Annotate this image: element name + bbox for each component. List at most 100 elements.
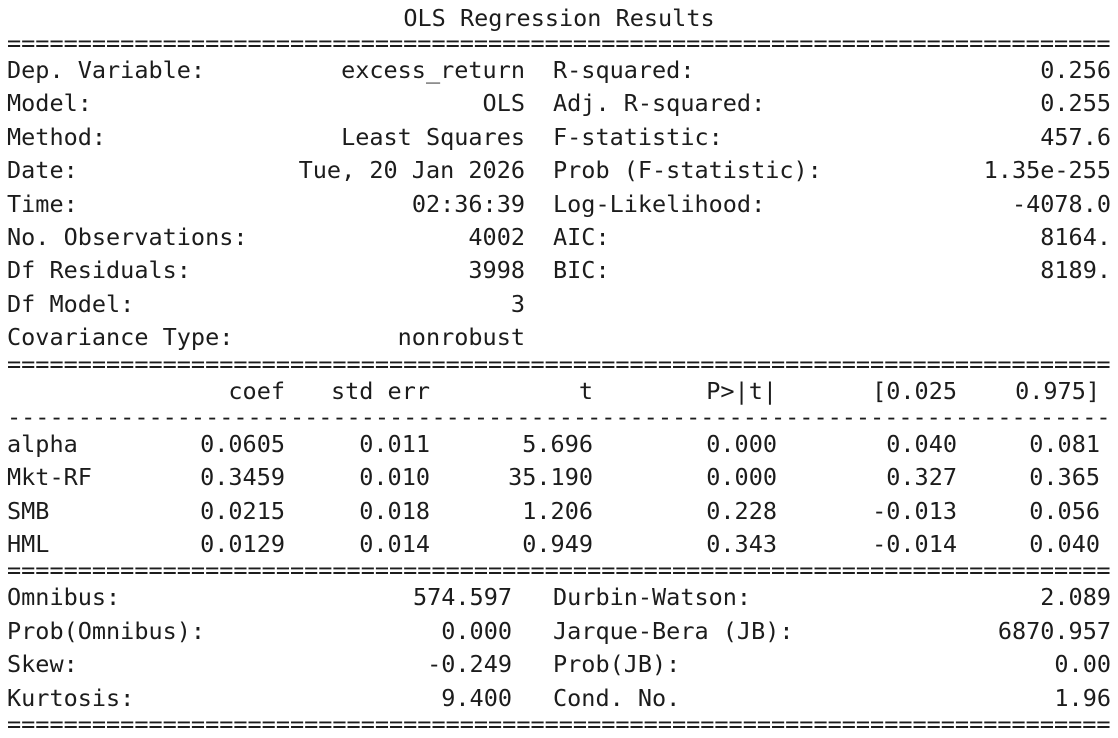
field-label: Df Model: bbox=[7, 289, 135, 318]
column-header-coef: coef bbox=[228, 376, 285, 405]
column-header-ci-high: 0.975] bbox=[1015, 376, 1100, 405]
field-label: Prob(JB): bbox=[553, 650, 681, 679]
field-label: Adj. R-squared: bbox=[553, 89, 766, 118]
field-value: Tue, 20 Jan 2026 bbox=[298, 156, 525, 185]
p-cell: 0.000 bbox=[706, 463, 777, 492]
field-value: 3 bbox=[510, 289, 525, 318]
row-label: alpha bbox=[7, 429, 78, 458]
ci-low-cell: 0.327 bbox=[886, 463, 957, 492]
field-value: 0.256 bbox=[1040, 56, 1111, 84]
field-value: Least Squares bbox=[341, 122, 525, 151]
ci-low-cell: -0.013 bbox=[872, 496, 957, 525]
ci-high-cell: 0.056 bbox=[1029, 496, 1100, 525]
field-label: BIC: bbox=[553, 256, 610, 285]
coefficients-table: coef std err t P>|t| [0.025 0.975] -----… bbox=[7, 375, 1111, 562]
separator-line-double: ========================================… bbox=[7, 715, 1111, 736]
ci-low-cell: -0.014 bbox=[872, 530, 957, 559]
field-label: F-statistic: bbox=[553, 122, 723, 151]
diagnostics-row: Skew: -0.249 Prob(JB): 0.00 bbox=[7, 648, 1111, 681]
coef-cell: 0.0605 bbox=[200, 429, 285, 458]
ci-high-cell: 0.040 bbox=[1029, 530, 1100, 559]
field-label: Durbin-Watson: bbox=[553, 583, 752, 612]
field-value: nonrobust bbox=[397, 323, 525, 352]
std-err-cell: 0.011 bbox=[359, 429, 430, 458]
report-title: OLS Regression Results bbox=[403, 4, 715, 32]
summary-row: Covariance Type: nonrobust bbox=[7, 321, 1111, 354]
t-cell: 35.190 bbox=[508, 463, 593, 492]
summary-row: Model: OLS Adj. R-squared: 0.255 bbox=[7, 87, 1111, 120]
field-value: 457.6 bbox=[1040, 122, 1111, 151]
summary-row: Date: Tue, 20 Jan 2026 Prob (F-statistic)… bbox=[7, 154, 1111, 187]
t-cell: 0.949 bbox=[522, 530, 593, 559]
field-label: Kurtosis: bbox=[7, 683, 135, 712]
table-row: HML 0.0129 0.014 0.949 0.343 -0.014 0.04… bbox=[7, 528, 1111, 561]
std-err-cell: 0.010 bbox=[359, 463, 430, 492]
diagnostics-row: Omnibus: 574.597 Durbin-Watson: 2.089 bbox=[7, 581, 1111, 614]
table-row: alpha 0.0605 0.011 5.696 0.000 0.040 0.0… bbox=[7, 428, 1111, 461]
coef-cell: 0.3459 bbox=[200, 463, 285, 492]
summary-row: No. Observations: 4002 AIC: 8164. bbox=[7, 221, 1111, 254]
summary-row: Method: Least Squares F-statistic: 457.6 bbox=[7, 121, 1111, 154]
row-label: HML bbox=[7, 530, 50, 559]
field-label: Jarque-Bera (JB): bbox=[553, 616, 794, 645]
summary-row: Dep. Variable: excess_return R-squared: 0.… bbox=[7, 54, 1111, 87]
diagnostics-row: Prob(Omnibus): 0.000 Jarque-Bera (JB): 687… bbox=[7, 615, 1111, 648]
separator-line-double: ========================================… bbox=[7, 561, 1111, 582]
std-err-cell: 0.018 bbox=[359, 496, 430, 525]
column-header-p: P>|t| bbox=[706, 376, 777, 405]
field-value: 6870.957 bbox=[997, 616, 1111, 645]
field-value: excess_return bbox=[341, 56, 525, 84]
summary-row: Df Residuals: 3998 BIC: 8189. bbox=[7, 254, 1111, 287]
field-label: AIC: bbox=[553, 222, 610, 251]
field-label: Model: bbox=[7, 89, 92, 118]
field-label: Skew: bbox=[7, 650, 78, 679]
field-value: 0.255 bbox=[1040, 89, 1111, 118]
column-header-std-err: std err bbox=[330, 376, 430, 405]
field-value: 2.089 bbox=[1040, 583, 1111, 612]
row-label: Mkt-RF bbox=[7, 463, 92, 492]
ci-high-cell: 0.081 bbox=[1029, 429, 1100, 458]
separator-line-double: ========================================… bbox=[7, 354, 1111, 375]
table-row: Mkt-RF 0.3459 0.010 35.190 0.000 0.327 0… bbox=[7, 461, 1111, 494]
t-cell: 5.696 bbox=[522, 429, 593, 458]
separator-line-single: ----------------------------------------… bbox=[7, 407, 1111, 428]
p-cell: 0.343 bbox=[706, 530, 777, 559]
field-label: Df Residuals: bbox=[7, 256, 191, 285]
field-value: 02:36:39 bbox=[411, 189, 525, 218]
field-value: 1.35e-255 bbox=[983, 156, 1111, 185]
field-label: Omnibus: bbox=[7, 583, 121, 612]
field-value: 9.400 bbox=[441, 683, 512, 712]
field-label: Date: bbox=[7, 156, 78, 185]
field-label: Prob(Omnibus): bbox=[7, 616, 206, 645]
coef-table-header: coef std err t P>|t| [0.025 0.975] bbox=[7, 375, 1111, 408]
field-value: -0.249 bbox=[427, 650, 512, 679]
row-label: SMB bbox=[7, 496, 50, 525]
field-value: 0.000 bbox=[441, 616, 512, 645]
summary-row: Df Model: 3 bbox=[7, 288, 1111, 321]
ci-low-cell: 0.040 bbox=[886, 429, 957, 458]
coef-cell: 0.0215 bbox=[200, 496, 285, 525]
t-cell: 1.206 bbox=[522, 496, 593, 525]
field-label: Prob (F-statistic): bbox=[553, 156, 822, 185]
field-value: 0.00 bbox=[1054, 650, 1111, 679]
field-label: No. Observations: bbox=[7, 222, 248, 251]
p-cell: 0.000 bbox=[706, 429, 777, 458]
field-value: 3998 bbox=[468, 256, 525, 285]
column-header-ci-low: [0.025 bbox=[872, 376, 957, 405]
table-row: SMB 0.0215 0.018 1.206 0.228 -0.013 0.05… bbox=[7, 495, 1111, 528]
field-value: 4002 bbox=[468, 222, 525, 251]
field-label: Time: bbox=[7, 189, 78, 218]
field-label: Dep. Variable: bbox=[7, 56, 206, 84]
column-header-name bbox=[7, 375, 127, 408]
ci-high-cell: 0.365 bbox=[1029, 463, 1100, 492]
field-value: 574.597 bbox=[412, 583, 512, 612]
field-label: R-squared: bbox=[553, 56, 695, 84]
field-value: 8189. bbox=[1040, 256, 1111, 285]
coef-cell: 0.0129 bbox=[200, 530, 285, 559]
summary-row: Time: 02:36:39 Log-Likelihood: -4078.0 bbox=[7, 188, 1111, 221]
diagnostics-row: Kurtosis: 9.400 Cond. No. 1.96 bbox=[7, 682, 1111, 715]
field-label: Covariance Type: bbox=[7, 323, 234, 352]
field-value: -4078.0 bbox=[1011, 189, 1111, 218]
field-value: OLS bbox=[482, 89, 525, 118]
field-value: 1.96 bbox=[1054, 683, 1111, 712]
